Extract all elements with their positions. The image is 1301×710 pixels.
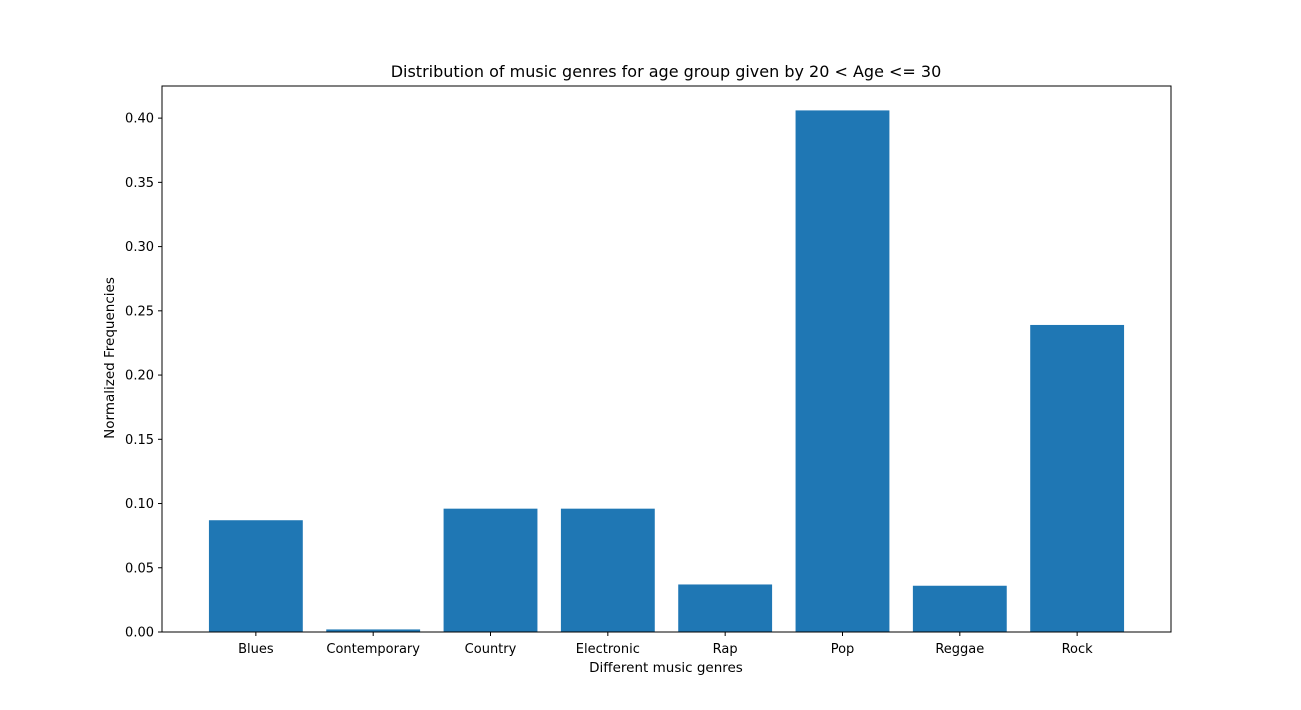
x-tick-label: Rap [713, 642, 738, 657]
plot-area: 0.00 0.05 0.10 0.15 0.20 0.25 0.30 0.35 0.40 Blue… [125, 85, 1172, 657]
y-tick-label: 0.25 [125, 304, 154, 319]
x-axis-label: Different music genres [589, 660, 743, 676]
x-tick-label: Blues [238, 642, 274, 657]
bar-rock [1030, 324, 1125, 632]
y-tick-label: 0.00 [125, 626, 154, 641]
bar-blues [208, 520, 303, 632]
x-tick-label: Electronic [576, 642, 640, 657]
x-tick-label: Reggae [935, 642, 984, 657]
y-tick-label: 0.35 [125, 176, 154, 191]
bar-electronic [560, 508, 655, 632]
x-tick-label: Rock [1062, 642, 1094, 657]
y-tick-label: 0.05 [125, 561, 154, 576]
y-tick-label: 0.30 [125, 240, 154, 255]
bar-reggae [912, 585, 1007, 632]
bar-country [443, 508, 538, 632]
x-tick-label: Contemporary [326, 642, 420, 657]
y-tick-label: 0.15 [125, 433, 154, 448]
bar-pop [795, 110, 890, 632]
x-tick-label: Pop [831, 642, 855, 657]
bar-rap [678, 584, 773, 632]
axes-frame [161, 85, 1172, 633]
y-tick-label: 0.20 [125, 369, 154, 384]
y-axis-label: Normalized Frequencies [102, 277, 118, 439]
y-tick-label: 0.40 [125, 112, 154, 127]
bar-contemporary [326, 629, 421, 632]
chart-title: Distribution of music genres for age gro… [391, 62, 942, 81]
y-tick-label: 0.10 [125, 497, 154, 512]
x-tick-label: Country [465, 642, 517, 657]
